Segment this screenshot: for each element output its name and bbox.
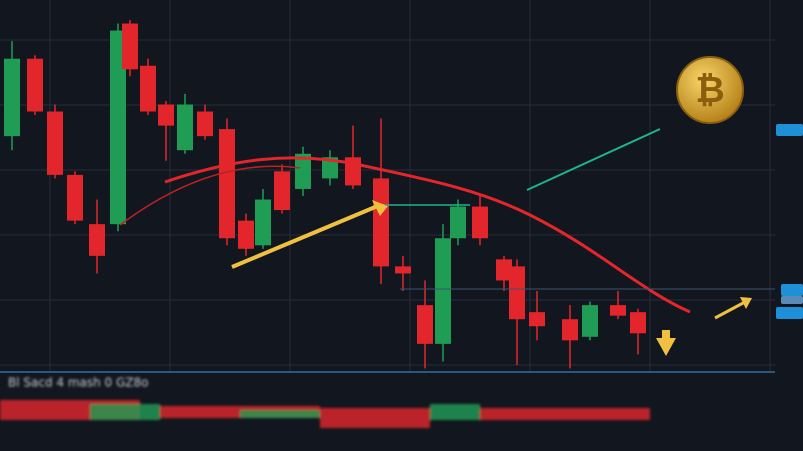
- candle-body: [435, 238, 451, 344]
- trend-line: [526, 128, 661, 191]
- candle-body: [373, 178, 389, 267]
- candle-body: [67, 174, 83, 221]
- volume-strip: [0, 400, 650, 428]
- candle-body: [295, 153, 311, 189]
- down-arrow: [656, 330, 676, 356]
- candle-body: [140, 65, 156, 112]
- candle-body: [89, 224, 105, 256]
- candle-body: [395, 266, 411, 274]
- candle-body: [158, 104, 174, 126]
- arrow-head: [372, 200, 388, 216]
- candle-body: [582, 305, 598, 337]
- candle-body: [219, 129, 235, 239]
- price-tags: [776, 124, 803, 319]
- candle-body: [274, 171, 290, 211]
- moving-average-2: [119, 165, 301, 226]
- bitcoin-symbol: ₿: [695, 70, 724, 111]
- caption: Bl Sacd 4 mash 0 GZ8o: [8, 376, 149, 390]
- candle-body: [496, 259, 512, 281]
- candle-body: [472, 206, 488, 239]
- candle-body: [122, 23, 138, 70]
- candles: [4, 20, 646, 369]
- bitcoin-coin: [676, 56, 744, 124]
- candle-body: [450, 206, 466, 239]
- candle-body: [562, 319, 578, 341]
- candle-body: [4, 58, 20, 137]
- candle-body: [417, 305, 433, 344]
- candle-body: [322, 157, 338, 179]
- arrow-head: [740, 297, 752, 309]
- candle-body: [47, 111, 63, 175]
- candle-body: [197, 111, 213, 137]
- moving-average: [164, 156, 691, 314]
- candle-body: [529, 312, 545, 327]
- candle-body: [610, 305, 626, 316]
- candle-body: [110, 30, 126, 225]
- candle-body: [255, 199, 271, 246]
- candle-body: [27, 58, 43, 112]
- arrow: [714, 300, 746, 320]
- candle-body: [630, 312, 646, 334]
- arrow: [231, 203, 381, 269]
- candle-body: [238, 220, 254, 249]
- candle-body: [177, 104, 193, 151]
- candle-body: [509, 266, 525, 320]
